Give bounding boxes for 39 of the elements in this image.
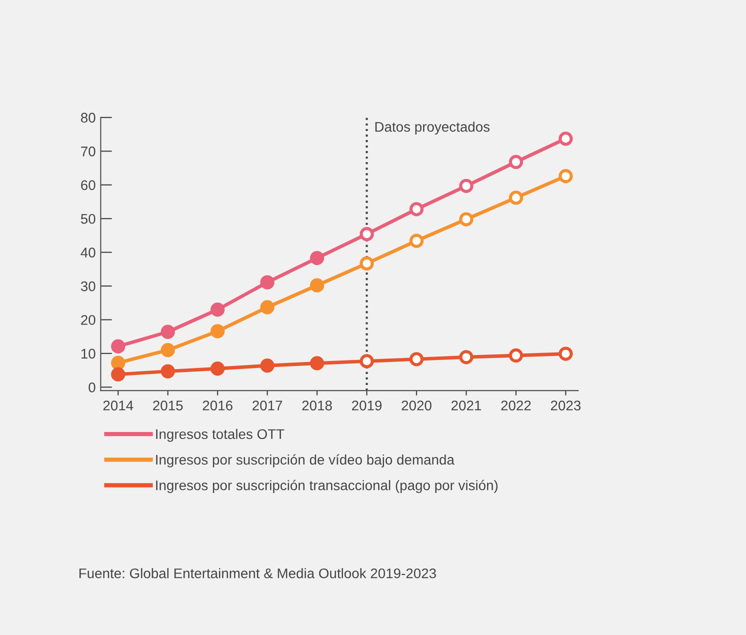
legend-label: Ingresos por suscripción de vídeo bajo demanda <box>156 454 454 468</box>
y-tick-label: 80 <box>81 112 96 123</box>
y-tick-label: 10 <box>81 348 96 359</box>
y-tick-label: 0 <box>88 382 96 392</box>
x-tick-label: 2019 <box>352 400 382 410</box>
x-tick-label: 2023 <box>550 400 581 410</box>
legend-label: Ingresos por suscripción transaccional (pago por visión) <box>156 480 498 494</box>
y-tick-label: 70 <box>81 146 96 156</box>
x-tick-label: 2021 <box>452 400 482 410</box>
y-tick-label: 20 <box>81 315 96 325</box>
point <box>160 364 175 378</box>
point <box>260 300 274 314</box>
point <box>111 339 126 354</box>
x-tick-label: 2018 <box>302 400 332 410</box>
point <box>260 358 274 373</box>
point <box>260 275 274 290</box>
x-tick-label: 2015 <box>153 400 183 410</box>
legend-label: Ingresos totales OTT <box>156 428 284 442</box>
point <box>310 356 324 370</box>
ref-line-label: Datos proyectados <box>375 122 490 135</box>
point <box>210 324 225 338</box>
point <box>210 302 225 317</box>
y-tick-label: 40 <box>80 248 96 258</box>
y-tick-label: 60 <box>81 180 96 190</box>
point <box>310 250 324 266</box>
x-tick-label: 2014 <box>103 400 134 410</box>
x-tick-label: 2020 <box>402 400 432 410</box>
point <box>310 278 324 292</box>
point <box>111 367 126 382</box>
point <box>111 356 126 370</box>
x-tick-label: 2017 <box>252 400 282 410</box>
x-tick-label: 2022 <box>501 400 531 410</box>
source-note: Fuente: Global Entertainment & Media Outlook 2019-2023 <box>79 568 436 578</box>
point <box>160 324 175 339</box>
x-tick-label: 2016 <box>202 400 232 410</box>
y-tick-label: 50 <box>80 214 96 224</box>
point <box>210 362 225 376</box>
point <box>160 342 175 358</box>
y-tick-label: 30 <box>80 281 96 292</box>
